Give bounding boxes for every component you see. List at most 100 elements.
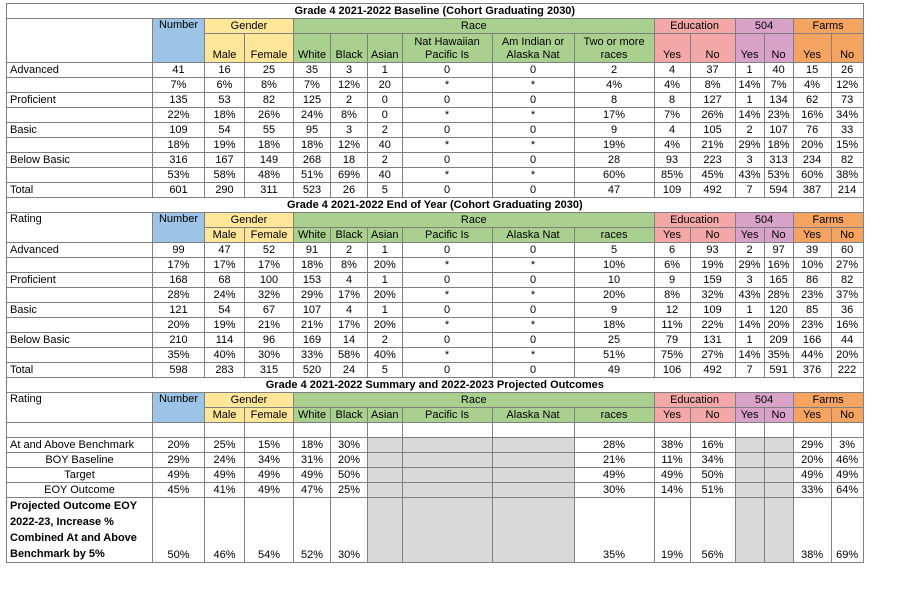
value-cell: 1 xyxy=(734,62,765,78)
empty-cell xyxy=(763,422,794,438)
value-cell: 58% xyxy=(330,347,368,363)
value-cell: 49% xyxy=(244,482,294,498)
value-cell: 69% xyxy=(330,167,368,183)
empty-cell xyxy=(653,422,691,438)
value-cell: 5 xyxy=(367,362,403,378)
value-cell: 169 xyxy=(293,332,331,348)
value-cell: 0 xyxy=(401,272,493,288)
value-cell: 24% xyxy=(204,287,245,303)
empty-cell xyxy=(689,422,736,438)
value-cell: 18% xyxy=(293,137,331,153)
table-row: 17% 17% 17% 18% 8% 20% * * 10% 6% 19% 29% 16% 10% 27% xyxy=(6,257,864,273)
value-cell: 69% xyxy=(830,497,864,563)
value-cell: 0 xyxy=(491,362,575,378)
value-cell: 0 xyxy=(491,92,575,108)
row-label xyxy=(6,257,153,273)
value-cell: 0 xyxy=(491,302,575,318)
value-cell: 0 xyxy=(491,242,575,258)
row-label xyxy=(6,107,153,123)
sub-header: Yes xyxy=(653,407,691,423)
value-cell: 28% xyxy=(152,287,205,303)
value-cell: 26 xyxy=(330,182,368,198)
empty-cell xyxy=(6,422,153,438)
value-cell: 25 xyxy=(573,332,655,348)
value-cell: 127 xyxy=(689,92,736,108)
value-cell: 3 xyxy=(330,62,368,78)
value-cell: 46% xyxy=(830,452,864,468)
row-label: Proficient xyxy=(6,92,153,108)
value-cell: * xyxy=(401,77,493,93)
table-body: Grade 4 2021-2022 Baseline (Cohort Gradu… xyxy=(6,3,864,563)
sub-header: Yes xyxy=(792,227,832,243)
value-cell: 41 xyxy=(152,62,205,78)
value-cell: 376 xyxy=(792,362,832,378)
sub-header: Asian xyxy=(367,407,403,423)
value-cell: 14 xyxy=(330,332,368,348)
sub-header: White xyxy=(293,227,331,243)
value-cell: 49% xyxy=(244,467,294,483)
value-cell: 1 xyxy=(734,332,765,348)
value-cell: 20% xyxy=(792,137,832,153)
value-cell: 3 xyxy=(734,152,765,168)
value-cell: 387 xyxy=(792,182,832,198)
value-cell: 25 xyxy=(244,62,294,78)
value-cell: 53% xyxy=(763,167,794,183)
empty-cell xyxy=(152,422,205,438)
value-cell: 134 xyxy=(763,92,794,108)
value-cell: 51% xyxy=(293,167,331,183)
value-cell: 40% xyxy=(204,347,245,363)
sub-header: No xyxy=(763,33,794,63)
table-row: Total 598 283 315 520 24 5 0 0 49 106 492 7 591 376 222 xyxy=(6,362,864,378)
value-cell: 20% xyxy=(763,317,794,333)
value-cell: 23% xyxy=(792,287,832,303)
value-cell: 12% xyxy=(330,77,368,93)
value-cell: 0 xyxy=(491,62,575,78)
value-cell: 20% xyxy=(367,317,403,333)
value-cell: * xyxy=(401,167,493,183)
value-cell: 24% xyxy=(204,452,245,468)
value-cell: 234 xyxy=(792,152,832,168)
row-label xyxy=(6,287,153,303)
value-cell: 30% xyxy=(330,437,368,453)
value-cell xyxy=(401,482,493,498)
value-cell: 21% xyxy=(573,452,655,468)
value-cell: 149 xyxy=(244,152,294,168)
value-cell: 15% xyxy=(830,137,864,153)
row-label: Below Basic xyxy=(6,332,153,348)
value-cell: 2 xyxy=(330,242,368,258)
value-cell: 2 xyxy=(734,242,765,258)
value-cell: 223 xyxy=(689,152,736,168)
value-cell: 17% xyxy=(204,257,245,273)
table-row: EOY Outcome 45% 41% 49% 47% 25% 30% 14% 51% 33% 64… xyxy=(6,482,864,498)
row-label: Projected Outcome EOY 2022-23, Increase … xyxy=(6,497,153,563)
sub-header: No xyxy=(830,407,864,423)
value-cell xyxy=(367,497,403,563)
value-cell: 85% xyxy=(653,167,691,183)
value-cell: 7% xyxy=(763,77,794,93)
value-cell: 1 xyxy=(367,302,403,318)
value-cell: 20% xyxy=(367,257,403,273)
value-cell: 43% xyxy=(734,287,765,303)
value-cell: 598 xyxy=(152,362,205,378)
value-cell xyxy=(491,437,575,453)
value-cell: 19% xyxy=(204,137,245,153)
empty-cell xyxy=(367,422,403,438)
sub-header: Male xyxy=(204,227,245,243)
value-cell xyxy=(401,437,493,453)
value-cell: 7% xyxy=(653,107,691,123)
table-row: Projected Outcome EOY 2022-23, Increase … xyxy=(6,497,864,563)
value-cell: 17% xyxy=(244,257,294,273)
empty-cell xyxy=(401,422,493,438)
value-cell: 40 xyxy=(367,167,403,183)
value-cell: 21% xyxy=(689,137,736,153)
empty-cell xyxy=(573,422,655,438)
504-header: 504 xyxy=(734,212,794,228)
education-header: Education xyxy=(653,212,736,228)
value-cell: 9 xyxy=(573,122,655,138)
value-cell: 0 xyxy=(367,107,403,123)
value-cell: 0 xyxy=(401,122,493,138)
sub-header: White xyxy=(293,33,331,63)
value-cell: 30% xyxy=(330,497,368,563)
row-label: Total xyxy=(6,362,153,378)
table-row: Below Basic 210 114 96 169 14 2 0 0 25 79 131 1 209 16… xyxy=(6,332,864,348)
